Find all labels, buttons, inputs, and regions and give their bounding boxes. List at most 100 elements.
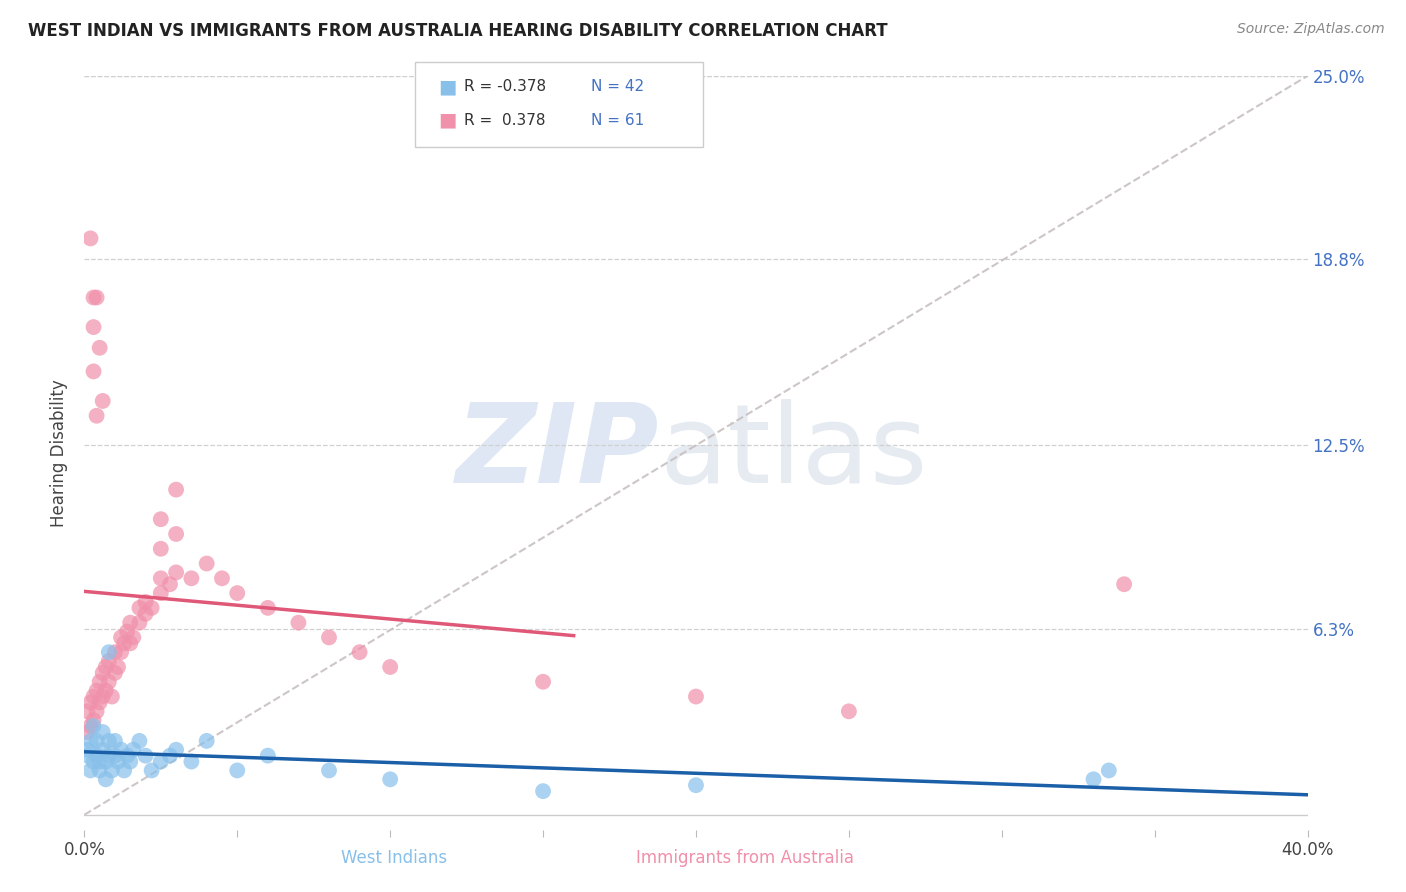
- Point: [685, 690, 707, 704]
- Point: [211, 571, 233, 585]
- Point: [1098, 764, 1121, 778]
- Point: [76, 704, 98, 718]
- Point: [122, 743, 145, 757]
- Point: [110, 645, 132, 659]
- Point: [79, 231, 101, 245]
- Point: [318, 631, 340, 645]
- Text: Source: ZipAtlas.com: Source: ZipAtlas.com: [1237, 22, 1385, 37]
- Point: [83, 713, 105, 727]
- Point: [86, 291, 108, 305]
- Point: [380, 660, 402, 674]
- Point: [135, 748, 157, 763]
- Point: [89, 341, 111, 355]
- Point: [141, 600, 163, 615]
- Point: [107, 755, 129, 769]
- Point: [165, 743, 187, 757]
- Point: [79, 764, 101, 778]
- Point: [159, 748, 181, 763]
- Point: [149, 541, 172, 556]
- Point: [94, 683, 117, 698]
- Text: N = 42: N = 42: [591, 79, 644, 94]
- Point: [97, 674, 120, 689]
- Point: [91, 725, 114, 739]
- Text: ■: ■: [439, 77, 457, 96]
- Point: [120, 755, 142, 769]
- Point: [287, 615, 309, 630]
- Point: [79, 734, 101, 748]
- Point: [115, 624, 138, 639]
- Point: [141, 764, 163, 778]
- Point: [226, 586, 249, 600]
- Point: [97, 734, 120, 748]
- Text: ■: ■: [439, 111, 457, 130]
- Point: [89, 764, 111, 778]
- Point: [120, 615, 142, 630]
- Point: [91, 690, 114, 704]
- Point: [107, 660, 129, 674]
- Point: [89, 674, 111, 689]
- Point: [97, 654, 120, 668]
- Text: N = 61: N = 61: [591, 113, 644, 128]
- Point: [104, 734, 127, 748]
- Point: [83, 719, 105, 733]
- Point: [86, 734, 108, 748]
- Point: [149, 755, 172, 769]
- Point: [101, 764, 124, 778]
- Point: [76, 748, 98, 763]
- Point: [91, 743, 114, 757]
- Point: [128, 615, 150, 630]
- Point: [112, 636, 135, 650]
- Point: [83, 690, 105, 704]
- Text: R = -0.378: R = -0.378: [464, 79, 546, 94]
- Point: [380, 772, 402, 787]
- Point: [165, 527, 187, 541]
- Point: [83, 320, 105, 334]
- Point: [685, 778, 707, 792]
- Point: [101, 690, 124, 704]
- Point: [115, 748, 138, 763]
- Point: [1114, 577, 1136, 591]
- Point: [104, 645, 127, 659]
- Point: [79, 696, 101, 710]
- Point: [165, 483, 187, 497]
- Point: [257, 600, 280, 615]
- Point: [76, 743, 98, 757]
- Point: [83, 291, 105, 305]
- Point: [86, 704, 108, 718]
- Point: [128, 734, 150, 748]
- Point: [149, 512, 172, 526]
- Point: [165, 566, 187, 580]
- Point: [94, 772, 117, 787]
- Point: [128, 600, 150, 615]
- Point: [86, 748, 108, 763]
- Point: [149, 586, 172, 600]
- Y-axis label: Hearing Disability: Hearing Disability: [51, 379, 69, 526]
- Point: [104, 665, 127, 680]
- Point: [838, 704, 860, 718]
- Point: [76, 725, 98, 739]
- Point: [257, 748, 280, 763]
- Point: [110, 631, 132, 645]
- Point: [135, 607, 157, 621]
- Point: [195, 734, 218, 748]
- Point: [195, 557, 218, 571]
- Point: [159, 577, 181, 591]
- Point: [180, 755, 202, 769]
- Point: [94, 660, 117, 674]
- Point: [149, 571, 172, 585]
- Point: [83, 755, 105, 769]
- Text: R =  0.378: R = 0.378: [464, 113, 546, 128]
- Text: Immigrants from Australia: Immigrants from Australia: [636, 849, 855, 867]
- Point: [318, 764, 340, 778]
- Point: [89, 755, 111, 769]
- Point: [112, 764, 135, 778]
- Point: [94, 755, 117, 769]
- Point: [110, 743, 132, 757]
- Point: [97, 748, 120, 763]
- Point: [79, 719, 101, 733]
- Point: [104, 748, 127, 763]
- Point: [83, 364, 105, 378]
- Point: [349, 645, 371, 659]
- Point: [89, 696, 111, 710]
- Point: [135, 595, 157, 609]
